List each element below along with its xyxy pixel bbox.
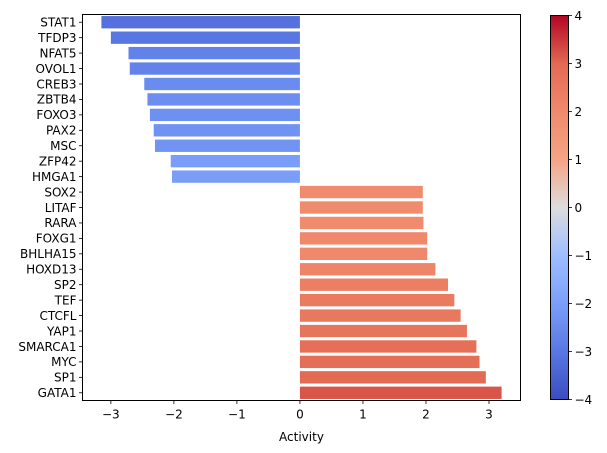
bar-sp2 — [299, 278, 449, 291]
y-tick-label: SP1 — [54, 371, 77, 385]
colorbar-gradient — [550, 15, 569, 400]
bar-gata1 — [299, 386, 502, 399]
y-axis: STAT1TFDP3NFAT5OVOL1CREB3ZBTB4FOXO3PAX2M… — [18, 16, 83, 400]
bar-tef — [299, 293, 455, 307]
colorbar-tick-label: 0 — [575, 201, 583, 215]
y-tick-label: SOX2 — [44, 185, 76, 199]
y-tick-label: HMGA1 — [32, 170, 77, 184]
x-tick-label: −2 — [165, 408, 183, 422]
colorbar-tick-label: 1 — [575, 153, 583, 167]
plot-area — [101, 16, 502, 399]
bar-smarca1 — [299, 340, 477, 353]
bar-creb3 — [144, 77, 300, 91]
colorbar-tick-label: −1 — [575, 249, 593, 263]
colorbar-tick-label: 2 — [575, 105, 583, 119]
y-tick-label: TEF — [54, 293, 77, 307]
y-tick-label: MSC — [50, 139, 76, 153]
y-tick-label: SMARCA1 — [18, 340, 76, 354]
y-tick-label: HOXD13 — [26, 263, 76, 277]
colorbar-tick-label: −3 — [575, 345, 593, 359]
x-axis: −3 −2 −1 0 1 2 3 — [102, 400, 493, 422]
x-tick-label: 2 — [422, 408, 430, 422]
bar-ctcfl — [299, 309, 461, 322]
colorbar: −4 −3 −2 −1 0 1 2 3 4 — [550, 9, 593, 407]
x-tick-label: 0 — [296, 408, 304, 422]
y-tick-label: YAP1 — [46, 324, 76, 338]
y-tick-label: STAT1 — [40, 16, 76, 30]
x-tick-label: −3 — [102, 408, 120, 422]
y-tick-label: CTCFL — [40, 309, 77, 323]
bar-hoxd13 — [299, 263, 436, 276]
bar-msc — [154, 139, 300, 152]
bar-ovol1 — [129, 62, 300, 75]
y-tick-label: RARA — [44, 216, 77, 230]
y-tick-label: BHLHA15 — [20, 247, 76, 261]
y-tick-label: CREB3 — [36, 77, 76, 91]
bar-pax2 — [153, 124, 300, 137]
y-tick-label: SP2 — [54, 278, 77, 292]
y-tick-label: FOXG1 — [36, 232, 77, 246]
bar-tfdp3 — [110, 31, 300, 44]
bar-zbtb4 — [147, 93, 300, 106]
bar-foxg1 — [299, 232, 428, 245]
y-tick-label: NFAT5 — [39, 46, 76, 60]
y-tick-label: ZBTB4 — [37, 93, 77, 107]
x-tick-label: 3 — [485, 408, 493, 422]
bar-zfp42 — [170, 155, 300, 168]
bar-stat1 — [101, 16, 300, 29]
bar-sp1 — [299, 371, 486, 384]
bar-hmga1 — [171, 170, 300, 183]
bar-bhlha15 — [299, 247, 428, 260]
y-tick-label: PAX2 — [46, 124, 77, 138]
y-tick-label: LITAF — [45, 201, 77, 215]
bar-myc — [299, 355, 480, 369]
x-axis-title: Activity — [279, 430, 324, 444]
bar-foxo3 — [149, 108, 300, 122]
bar-sox2 — [299, 185, 423, 199]
x-tick-label: 1 — [359, 408, 367, 422]
y-tick-label: GATA1 — [38, 386, 77, 400]
colorbar-tick-label: −4 — [575, 393, 593, 407]
bar-litaf — [299, 201, 423, 214]
bar-rara — [299, 216, 424, 230]
y-tick-label: OVOL1 — [36, 62, 77, 76]
colorbar-tick-label: −2 — [575, 297, 593, 311]
colorbar-tick-label: 3 — [575, 57, 583, 71]
y-tick-label: FOXO3 — [36, 108, 76, 122]
x-tick-label: −1 — [228, 408, 246, 422]
y-tick-label: MYC — [51, 355, 76, 369]
colorbar-tick-label: 4 — [575, 9, 583, 23]
y-tick-label: ZFP42 — [39, 154, 77, 168]
y-tick-label: TFDP3 — [37, 31, 76, 45]
bar-yap1 — [299, 324, 467, 338]
bar-nfat5 — [128, 46, 300, 60]
